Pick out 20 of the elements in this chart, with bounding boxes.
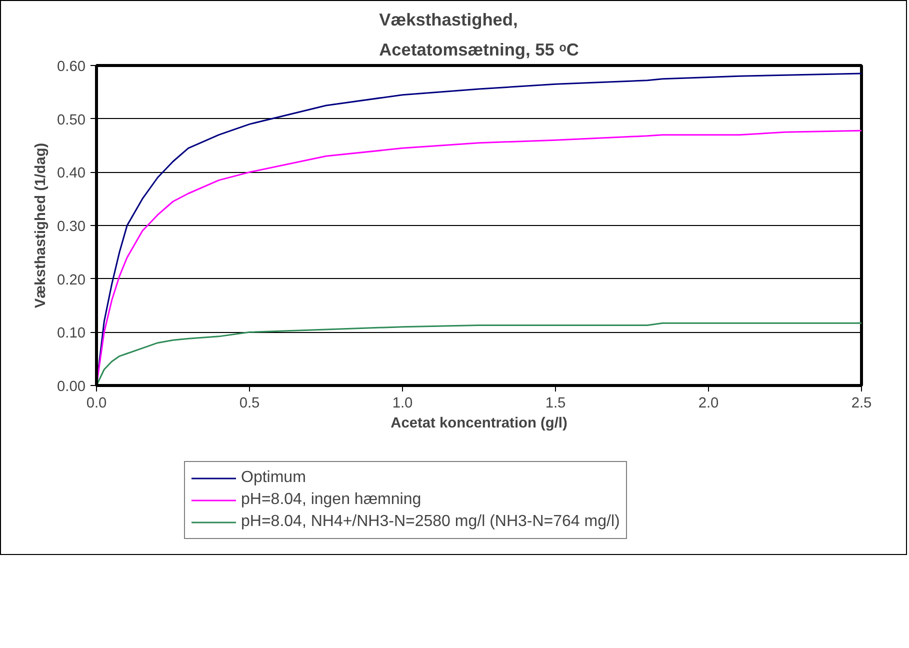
x-tick-label: 1.0 xyxy=(392,396,413,412)
legend-label: Optimum xyxy=(241,469,306,487)
legend-label: pH=8.04, ingen hæmning xyxy=(241,491,422,509)
line-series xyxy=(96,322,862,386)
y-tick-label: 0.60 xyxy=(56,59,86,75)
x-tick-label: 1.5 xyxy=(545,396,566,412)
x-tick-label: 0.5 xyxy=(239,396,260,412)
y-tick-label: 0.50 xyxy=(56,112,86,128)
y-tick-label: 0.00 xyxy=(56,379,86,395)
legend-label: pH=8.04, NH4+/NH3-N=2580 mg/l (NH3-N=764 mg/l) xyxy=(241,513,620,531)
x-tick-label: 2.0 xyxy=(698,396,719,412)
y-tick-label: 0.30 xyxy=(56,219,86,235)
chart-title: Væksthastighed, Acetatomsætning, 55 ᵒC xyxy=(379,10,580,60)
y-tick-label: 0.20 xyxy=(56,272,86,288)
y-tick-label: 0.40 xyxy=(56,166,86,182)
x-axis-title: Acetat koncentration (g/l) xyxy=(390,416,568,432)
x-tick-label: 0.0 xyxy=(86,396,107,412)
y-tick-label: 0.10 xyxy=(56,326,86,342)
y-axis-title: Væksthastighed (1/dag) xyxy=(32,142,49,308)
x-tick-label: 2.5 xyxy=(851,396,872,412)
